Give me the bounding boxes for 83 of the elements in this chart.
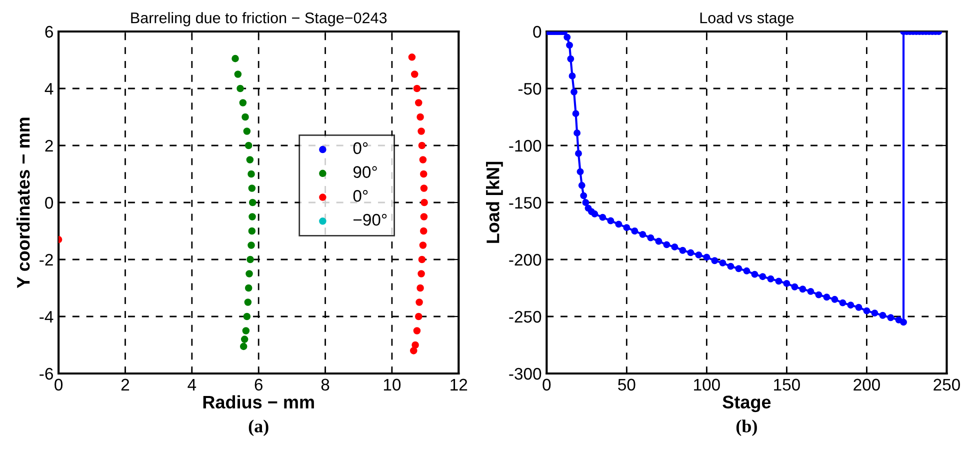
point <box>416 284 424 292</box>
y-axis-title: Y coordinates − mm <box>16 118 30 288</box>
point <box>420 227 428 235</box>
x-axis-title: Radius − mm <box>203 395 314 409</box>
point <box>410 347 418 354</box>
legend-label: −90° <box>354 214 387 226</box>
point <box>414 99 422 106</box>
x-tick-label: 8 <box>321 378 330 391</box>
legend-label: 90° <box>353 166 377 178</box>
y-tick-label: -300 <box>509 368 542 380</box>
point <box>420 184 428 192</box>
x-tick-label: 0 <box>542 378 551 391</box>
point <box>410 70 418 78</box>
point <box>420 170 428 178</box>
x-tick-label: 0 <box>54 378 63 391</box>
point <box>420 198 428 206</box>
point <box>412 341 419 349</box>
x-tick-label: 12 <box>450 378 468 390</box>
y-tick-label: 4 <box>44 83 54 95</box>
text: (a) <box>248 420 268 436</box>
y-tick-label: -2 <box>40 254 53 266</box>
point <box>246 270 253 278</box>
y-tick-label: -100 <box>509 140 542 152</box>
point <box>413 84 421 92</box>
point <box>248 227 256 235</box>
point <box>414 312 422 320</box>
point <box>408 54 416 61</box>
point <box>243 312 251 320</box>
x-tick-label: 50 <box>618 378 636 391</box>
point <box>232 54 239 62</box>
y-tick-label: -250 <box>509 310 542 323</box>
point <box>246 256 254 264</box>
point <box>248 170 255 178</box>
point <box>236 84 244 92</box>
chart-title: Load vs stage <box>700 12 794 26</box>
point <box>234 70 242 78</box>
x-tick-label: 150 <box>774 378 800 391</box>
chart-title: Barreling due to friction − Stage−0243 <box>131 12 387 26</box>
point <box>243 128 251 135</box>
point <box>240 342 248 350</box>
legend-label: 0° <box>353 142 368 154</box>
point <box>418 128 425 135</box>
point <box>418 270 425 278</box>
y-tick-label: -50 <box>518 82 542 95</box>
point <box>248 184 256 192</box>
point <box>416 298 423 306</box>
point <box>244 298 252 306</box>
y-tick-label: -4 <box>40 311 54 323</box>
point <box>244 142 252 150</box>
point <box>418 256 426 264</box>
text: (b) <box>736 420 757 436</box>
point <box>419 242 427 249</box>
point <box>420 213 428 220</box>
point <box>248 198 256 206</box>
y-axis-title: Load [kN] <box>486 162 503 243</box>
y-tick-label: -200 <box>509 254 542 266</box>
x-tick-label: 250 <box>934 378 960 391</box>
point <box>246 156 254 164</box>
x-tick-label: 2 <box>121 378 130 390</box>
legend-label: 0° <box>353 190 368 202</box>
y-tick-label: -6 <box>40 368 53 380</box>
point <box>413 327 421 334</box>
point <box>240 336 248 343</box>
point <box>418 142 426 150</box>
x-tick-label: 100 <box>694 378 720 391</box>
point <box>248 242 255 249</box>
x-tick-label: 4 <box>188 378 196 390</box>
point <box>248 213 256 220</box>
point <box>419 156 427 164</box>
point <box>416 113 424 121</box>
point <box>242 113 249 121</box>
x-tick-label: 6 <box>254 378 262 391</box>
y-tick-label: 2 <box>45 140 53 152</box>
y-tick-label: -150 <box>509 196 542 209</box>
point <box>244 284 252 292</box>
y-tick-label: 0 <box>533 26 542 38</box>
y-tick-label: 6 <box>45 26 53 38</box>
point <box>239 99 247 106</box>
x-tick-label: 10 <box>384 378 401 391</box>
x-axis-title: Stage <box>722 396 771 412</box>
point <box>242 327 250 334</box>
y-tick-label: 0 <box>45 196 54 209</box>
x-tick-label: 200 <box>854 378 880 391</box>
